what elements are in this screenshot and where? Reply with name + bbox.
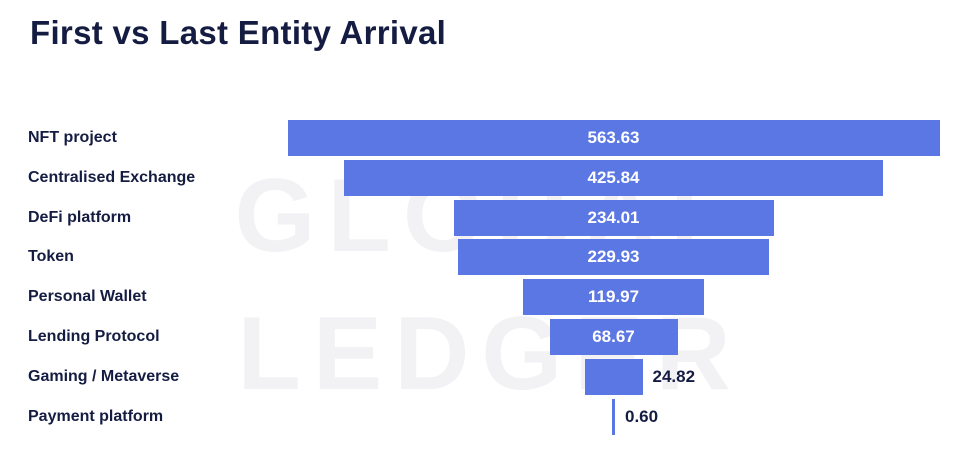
funnel-bar: 229.93 xyxy=(458,239,769,275)
value-label: 563.63 xyxy=(587,128,640,147)
value-label: 0.60 xyxy=(625,407,659,426)
funnel-bar: 119.97 xyxy=(523,279,704,315)
category-label: DeFi platform xyxy=(28,209,132,226)
funnel-row: Personal Wallet 119.97 xyxy=(0,279,968,315)
category-label: Payment platform xyxy=(28,408,164,425)
funnel-row: NFT project 563.63 xyxy=(0,120,968,156)
value-label: 229.93 xyxy=(587,247,640,266)
category-label: NFT project xyxy=(28,129,117,146)
funnel-bar: 425.84 xyxy=(344,160,883,196)
category-label: Gaming / Metaverse xyxy=(28,368,180,385)
funnel-bar xyxy=(612,399,615,435)
value-label: 425.84 xyxy=(587,168,640,187)
funnel-row: Lending Protocol 68.67 xyxy=(0,319,968,355)
category-label: Personal Wallet xyxy=(28,288,147,305)
chart-title: First vs Last Entity Arrival xyxy=(30,14,447,51)
funnel-row: Gaming / Metaverse 24.82 xyxy=(0,359,968,395)
value-label: 68.67 xyxy=(592,327,635,346)
funnel-row: Token 229.93 xyxy=(0,239,968,275)
funnel-row: Centralised Exchange 425.84 xyxy=(0,160,968,196)
category-label: Centralised Exchange xyxy=(28,169,196,186)
funnel-row: Payment platform 0.60 xyxy=(0,399,968,435)
funnel-bar: 234.01 xyxy=(453,200,774,236)
funnel-bar: 68.67 xyxy=(549,319,678,355)
value-label: 24.82 xyxy=(652,367,696,386)
category-label: Lending Protocol xyxy=(28,328,160,345)
funnel-bar xyxy=(584,359,643,395)
category-label: Token xyxy=(28,248,74,265)
value-label: 234.01 xyxy=(587,208,640,227)
value-label: 119.97 xyxy=(587,287,640,306)
funnel-bar: 563.63 xyxy=(287,120,940,156)
funnel-row: DeFi platform 234.01 xyxy=(0,200,968,236)
